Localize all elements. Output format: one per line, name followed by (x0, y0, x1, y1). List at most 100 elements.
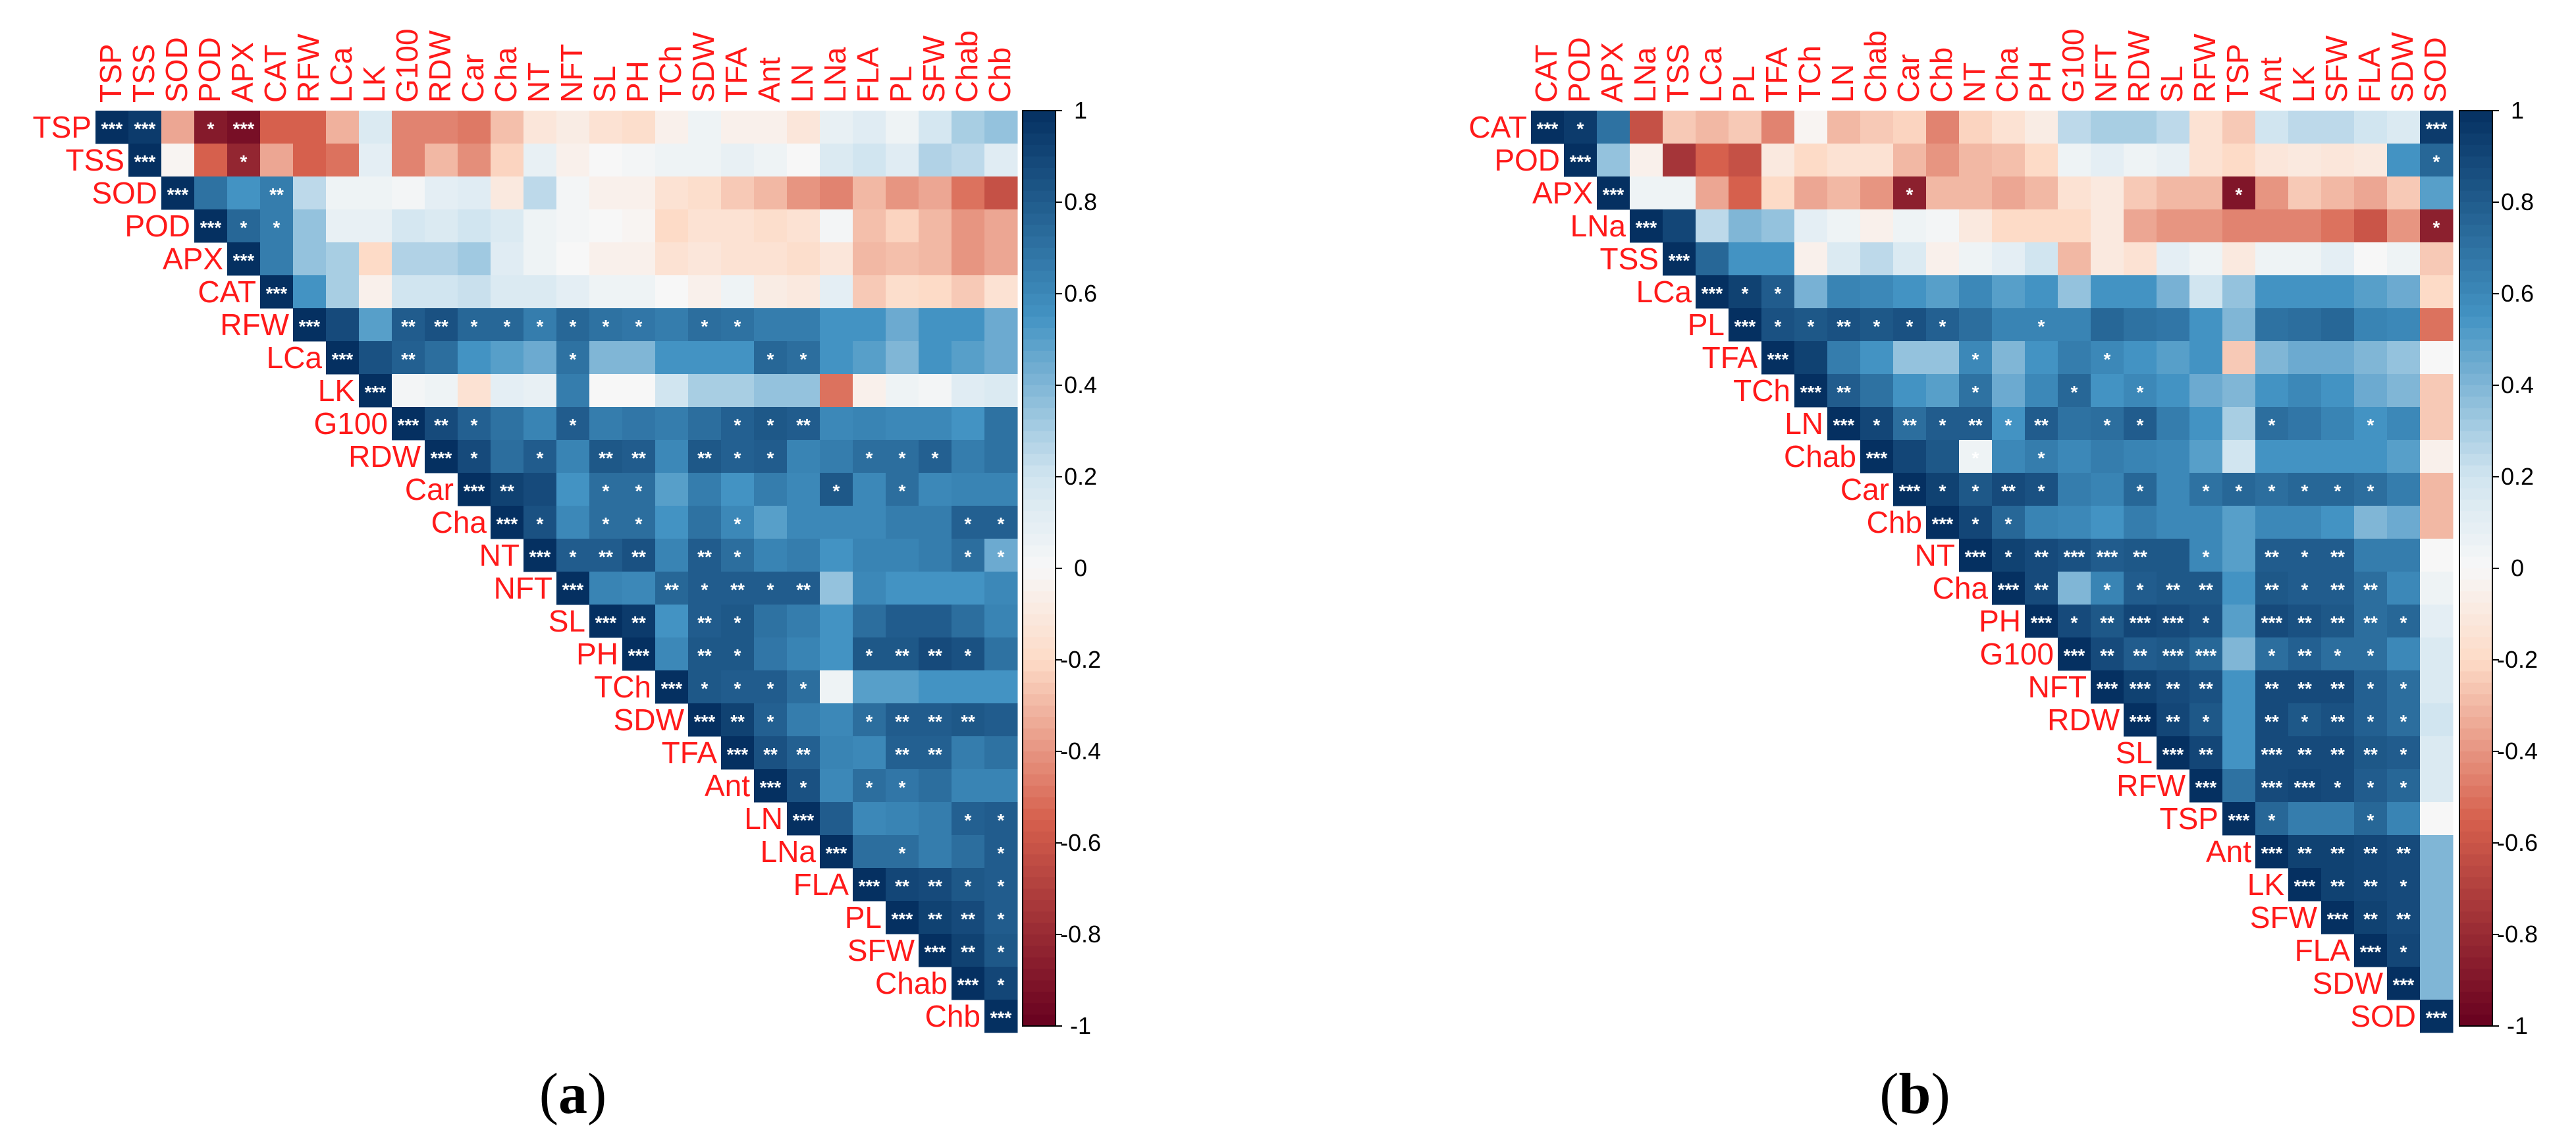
heatmap-cell (853, 111, 886, 144)
heatmap-cell (556, 308, 590, 342)
colorbar-segment (1023, 236, 1056, 249)
colorbar-segment (2459, 900, 2492, 912)
heatmap-cell (326, 242, 360, 276)
heatmap-cell (754, 703, 788, 737)
row-label: SL (2116, 736, 2153, 770)
column-label: LK (357, 65, 391, 103)
heatmap-cell (1992, 473, 2026, 506)
heatmap-cell (2321, 308, 2355, 342)
heatmap-cell (1696, 111, 1729, 144)
heatmap-cell (2025, 111, 2058, 144)
significance-label: *** (760, 777, 782, 797)
significance-label: * (998, 942, 1005, 962)
colorbar-segment (2459, 946, 2492, 958)
heatmap-cell (523, 341, 557, 375)
significance-label: ** (434, 415, 448, 435)
colorbar-tick-label: 1 (2511, 97, 2524, 124)
significance-label: *** (2130, 711, 2151, 732)
heatmap-cell (787, 209, 820, 243)
panel-a-letter: a (558, 1062, 587, 1126)
colorbar-segment (1023, 763, 1056, 775)
heatmap-cell (2255, 769, 2289, 803)
significance-label: * (1939, 481, 1946, 501)
heatmap-cell (556, 374, 590, 408)
heatmap-cell (2420, 736, 2454, 770)
heatmap-cell (919, 407, 952, 441)
significance-label: * (2203, 612, 2210, 633)
heatmap-cell (425, 144, 458, 177)
significance-label: ** (730, 580, 745, 600)
column-label: SFW (2319, 35, 2353, 103)
heatmap-cell (1959, 506, 1993, 539)
significance-label: ** (2330, 876, 2345, 896)
significance-label: * (998, 810, 1005, 830)
heatmap-cell (458, 111, 491, 144)
heatmap-cell (984, 473, 1018, 506)
heatmap-cell (1926, 209, 1960, 243)
heatmap-cell (2058, 374, 2091, 408)
heatmap-cell (1663, 209, 1696, 243)
significance-label: *** (2426, 1008, 2448, 1028)
heatmap-cell (2157, 144, 2190, 177)
significance-label: * (2104, 349, 2111, 369)
heatmap-cell (523, 506, 557, 539)
heatmap-cell (2255, 703, 2289, 737)
heatmap-cell (2091, 144, 2124, 177)
significance-label: * (273, 217, 281, 238)
heatmap-cell (1893, 209, 1927, 243)
heatmap-cell (655, 473, 689, 506)
heatmap-cell (1860, 111, 1894, 144)
heatmap-cell (2025, 341, 2058, 375)
heatmap-cell (2288, 605, 2322, 638)
heatmap-cell (2091, 473, 2124, 506)
heatmap-cell (1893, 176, 1927, 210)
significance-label: * (899, 843, 906, 863)
significance-label: * (2137, 415, 2144, 435)
significance-label: *** (431, 448, 452, 468)
row-label: TFA (1702, 340, 1758, 375)
heatmap-cell (392, 308, 425, 342)
heatmap-cell (523, 308, 557, 342)
significance-label: ** (2297, 645, 2312, 666)
significance-label: * (2137, 481, 2144, 501)
heatmap-cell (458, 407, 491, 441)
heatmap-cell (2124, 242, 2157, 276)
colorbar-segment (1023, 339, 1056, 352)
heatmap-cell (491, 440, 524, 473)
significance-label: *** (1866, 448, 1888, 468)
heatmap-cell (523, 407, 557, 441)
heatmap-cell (1761, 308, 1795, 342)
heatmap-cell (556, 242, 590, 276)
significance-label: ** (2363, 909, 2378, 929)
significance-label: *** (1899, 481, 1921, 501)
significance-label: * (899, 448, 906, 468)
heatmap-cell (820, 242, 853, 276)
heatmap-cell (2025, 275, 2058, 309)
heatmap-cell (2321, 111, 2355, 144)
significance-label: ** (2265, 580, 2279, 600)
colorbar-segment (2459, 316, 2492, 329)
row-label: TCh (594, 670, 651, 704)
heatmap-cell (1794, 374, 1828, 408)
panel-a-heatmap: ****** * ****** **** ***** * ********** ** ** * * *… (33, 28, 1018, 1033)
heatmap-cell (1992, 572, 2026, 605)
heatmap-cell (688, 407, 722, 441)
significance-label: *** (2031, 612, 2053, 633)
heatmap-cell (589, 407, 623, 441)
heatmap-cell (754, 473, 788, 506)
heatmap-cell (1761, 242, 1795, 276)
heatmap-cell (2189, 440, 2223, 473)
column-label: TCh (653, 45, 687, 103)
heatmap-cell (2025, 242, 2058, 276)
heatmap-cell (2288, 440, 2322, 473)
heatmap-cell (2091, 111, 2124, 144)
significance-label: ** (2297, 744, 2312, 765)
heatmap-cell (1860, 176, 1894, 210)
heatmap-cell (2091, 242, 2124, 276)
heatmap-cell (2091, 374, 2124, 408)
heatmap-cell (589, 341, 623, 375)
heatmap-cell (787, 802, 820, 836)
colorbar-segment (1023, 248, 1056, 260)
heatmap-cell (1794, 111, 1828, 144)
heatmap-cell (2288, 703, 2322, 737)
